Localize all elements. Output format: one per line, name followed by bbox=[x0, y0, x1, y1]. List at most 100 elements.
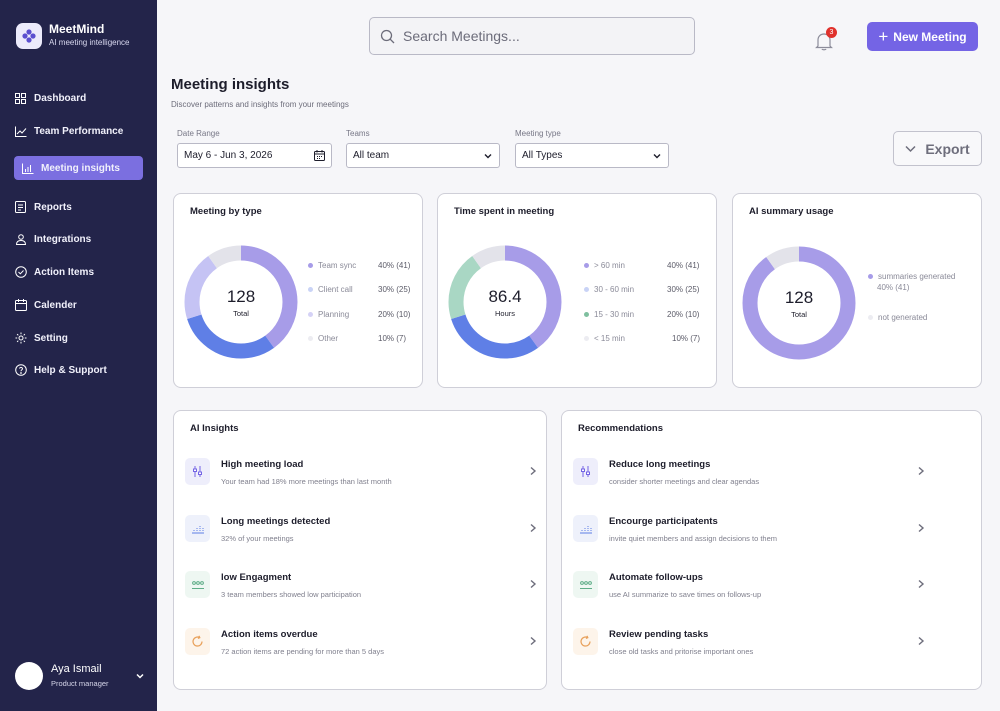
document-icon bbox=[14, 201, 27, 214]
donut-segment bbox=[448, 245, 562, 359]
legend-dot bbox=[584, 336, 589, 341]
legend-item: 15 - 30 min bbox=[584, 310, 634, 319]
legend-item: Client call bbox=[308, 285, 353, 294]
check-circle-icon bbox=[14, 266, 27, 279]
chevron-down-icon[interactable] bbox=[135, 671, 145, 681]
chevron-down-icon bbox=[905, 145, 916, 152]
list-item[interactable]: Action items overdue 72 action items are … bbox=[185, 626, 537, 666]
donut-segment bbox=[448, 245, 562, 359]
legend-value: 20% (10) bbox=[378, 310, 411, 319]
sidebar-item-reports[interactable]: Reports bbox=[14, 195, 143, 219]
chevron-right-icon[interactable] bbox=[529, 523, 537, 533]
gear-icon bbox=[14, 332, 27, 345]
item-description: consider shorter meetings and clear agen… bbox=[609, 477, 760, 486]
sidebar-item-setting[interactable]: Setting bbox=[14, 326, 143, 350]
donut-center: 128 Total bbox=[765, 288, 833, 319]
chevron-right-icon[interactable] bbox=[529, 636, 537, 646]
sidebar-item-integrations[interactable]: Integrations bbox=[14, 227, 143, 251]
sidebar-item-label: Setting bbox=[34, 332, 68, 344]
chevron-right-icon[interactable] bbox=[917, 523, 925, 533]
legend-label: summaries generated bbox=[878, 272, 956, 281]
logo-icon bbox=[16, 22, 42, 49]
time-spent-donut bbox=[448, 245, 562, 359]
sidebar-item-label: Integrations bbox=[34, 233, 92, 245]
donut-label: Total bbox=[233, 309, 249, 318]
donut-center: 86.4 Hours bbox=[471, 287, 539, 318]
chevron-down-icon bbox=[484, 153, 492, 158]
legend-dot bbox=[584, 263, 589, 268]
meeting-type-select[interactable]: All Types bbox=[515, 143, 669, 168]
sidebar-item-label: Help & Support bbox=[34, 364, 107, 376]
export-button[interactable]: Export bbox=[893, 131, 982, 166]
list-item[interactable]: High meeting load Your team had 18% more … bbox=[185, 456, 537, 496]
people-icon bbox=[14, 233, 27, 246]
item-title: High meeting load bbox=[221, 459, 304, 470]
bar-chart-icon bbox=[21, 162, 34, 175]
panel-title: Recommendations bbox=[578, 423, 663, 434]
item-title: Review pending tasks bbox=[609, 628, 709, 640]
legend-label: < 15 min bbox=[594, 334, 625, 343]
sidebar-item-action-items[interactable]: Action Items bbox=[14, 260, 143, 284]
user-name: Aya Ismail bbox=[51, 663, 102, 675]
donut-value: 128 bbox=[784, 288, 814, 307]
panel-title: AI Insights bbox=[190, 423, 239, 434]
date-range-picker[interactable]: May 6 - Jun 3, 2026 bbox=[177, 143, 332, 168]
item-description: 32% of your meetings bbox=[221, 533, 294, 543]
legend-item: Planning bbox=[308, 310, 349, 319]
bell-icon[interactable] bbox=[813, 30, 835, 52]
export-label: Export bbox=[925, 140, 970, 157]
sidebar-item-team-performance[interactable]: Team Performance bbox=[14, 119, 143, 143]
calendar-icon bbox=[14, 299, 27, 312]
legend-dot bbox=[308, 336, 313, 341]
page-subtitle: Discover patterns and insights from your… bbox=[171, 100, 349, 109]
group-icon bbox=[185, 571, 210, 598]
legend-item: 30 - 60 min bbox=[584, 285, 634, 294]
legend-label: not generated bbox=[878, 313, 928, 322]
chevron-right-icon[interactable] bbox=[917, 579, 925, 589]
item-description: close old tasks and pritorise important … bbox=[609, 646, 754, 656]
search-input[interactable] bbox=[403, 28, 673, 44]
legend-dot bbox=[868, 315, 873, 320]
chevron-right-icon[interactable] bbox=[917, 466, 925, 476]
chevron-right-icon[interactable] bbox=[529, 579, 537, 589]
chart-line-icon bbox=[14, 125, 27, 138]
item-title: Encourge participatents bbox=[609, 515, 718, 527]
ai-summary-card: AI summary usage 128 Total summaries gen… bbox=[732, 193, 982, 388]
list-item[interactable]: Reduce long meetings consider shorter mee… bbox=[573, 456, 925, 496]
legend-item: < 15 min bbox=[584, 334, 625, 343]
search-bar[interactable] bbox=[369, 17, 695, 55]
sidebar-item-help-support[interactable]: Help & Support bbox=[14, 358, 143, 382]
donut-segment bbox=[184, 245, 298, 359]
legend-value: 40% (41) bbox=[667, 261, 700, 270]
list-item[interactable]: Encourge participatents invite quiet memb… bbox=[573, 513, 925, 553]
sidebar-item-calender[interactable]: Calender bbox=[14, 293, 143, 317]
teams-select[interactable]: All team bbox=[346, 143, 500, 168]
chevron-right-icon[interactable] bbox=[917, 636, 925, 646]
list-item[interactable]: low Engagment 3 team members showed low p… bbox=[185, 569, 537, 609]
group-icon bbox=[573, 571, 598, 598]
list-item[interactable]: Automate follow-ups use AI summarize to s… bbox=[573, 569, 925, 609]
donut-label: Hours bbox=[494, 309, 515, 318]
sliders-icon bbox=[573, 458, 598, 485]
date-range-value: May 6 - Jun 3, 2026 bbox=[184, 150, 273, 161]
item-title: Long meetings detected bbox=[221, 515, 331, 527]
user-menu[interactable]: Aya Ismail Product manager bbox=[15, 662, 145, 690]
legend-value: 10% (7) bbox=[672, 334, 701, 343]
item-description: Your team had 18% more meetings than las… bbox=[221, 477, 392, 486]
legend-value: 30% (25) bbox=[378, 285, 411, 294]
new-meeting-button[interactable]: + New Meeting bbox=[867, 22, 978, 51]
grid-icon bbox=[14, 92, 27, 105]
refresh-icon bbox=[185, 627, 210, 655]
legend-label: Team sync bbox=[318, 261, 357, 270]
recommendations-panel: Recommendations Reduce long meetings cons… bbox=[561, 410, 982, 690]
list-item[interactable]: Long meetings detected 32% of your meetin… bbox=[185, 513, 537, 553]
sidebar-item-dashboard[interactable]: Dashboard bbox=[14, 86, 143, 110]
notification-badge: 3 bbox=[826, 27, 837, 38]
chevron-right-icon[interactable] bbox=[529, 466, 537, 476]
list-item[interactable]: Review pending tasks close old tasks and … bbox=[573, 626, 925, 666]
sidebar-item-meeting-insights[interactable]: Meeting insights bbox=[14, 156, 143, 180]
avatar bbox=[15, 662, 43, 690]
help-icon bbox=[14, 364, 27, 377]
item-description: invite quiet members and assign decision… bbox=[609, 533, 778, 543]
brand[interactable]: MeetMind AI meeting intelligence bbox=[16, 22, 130, 49]
